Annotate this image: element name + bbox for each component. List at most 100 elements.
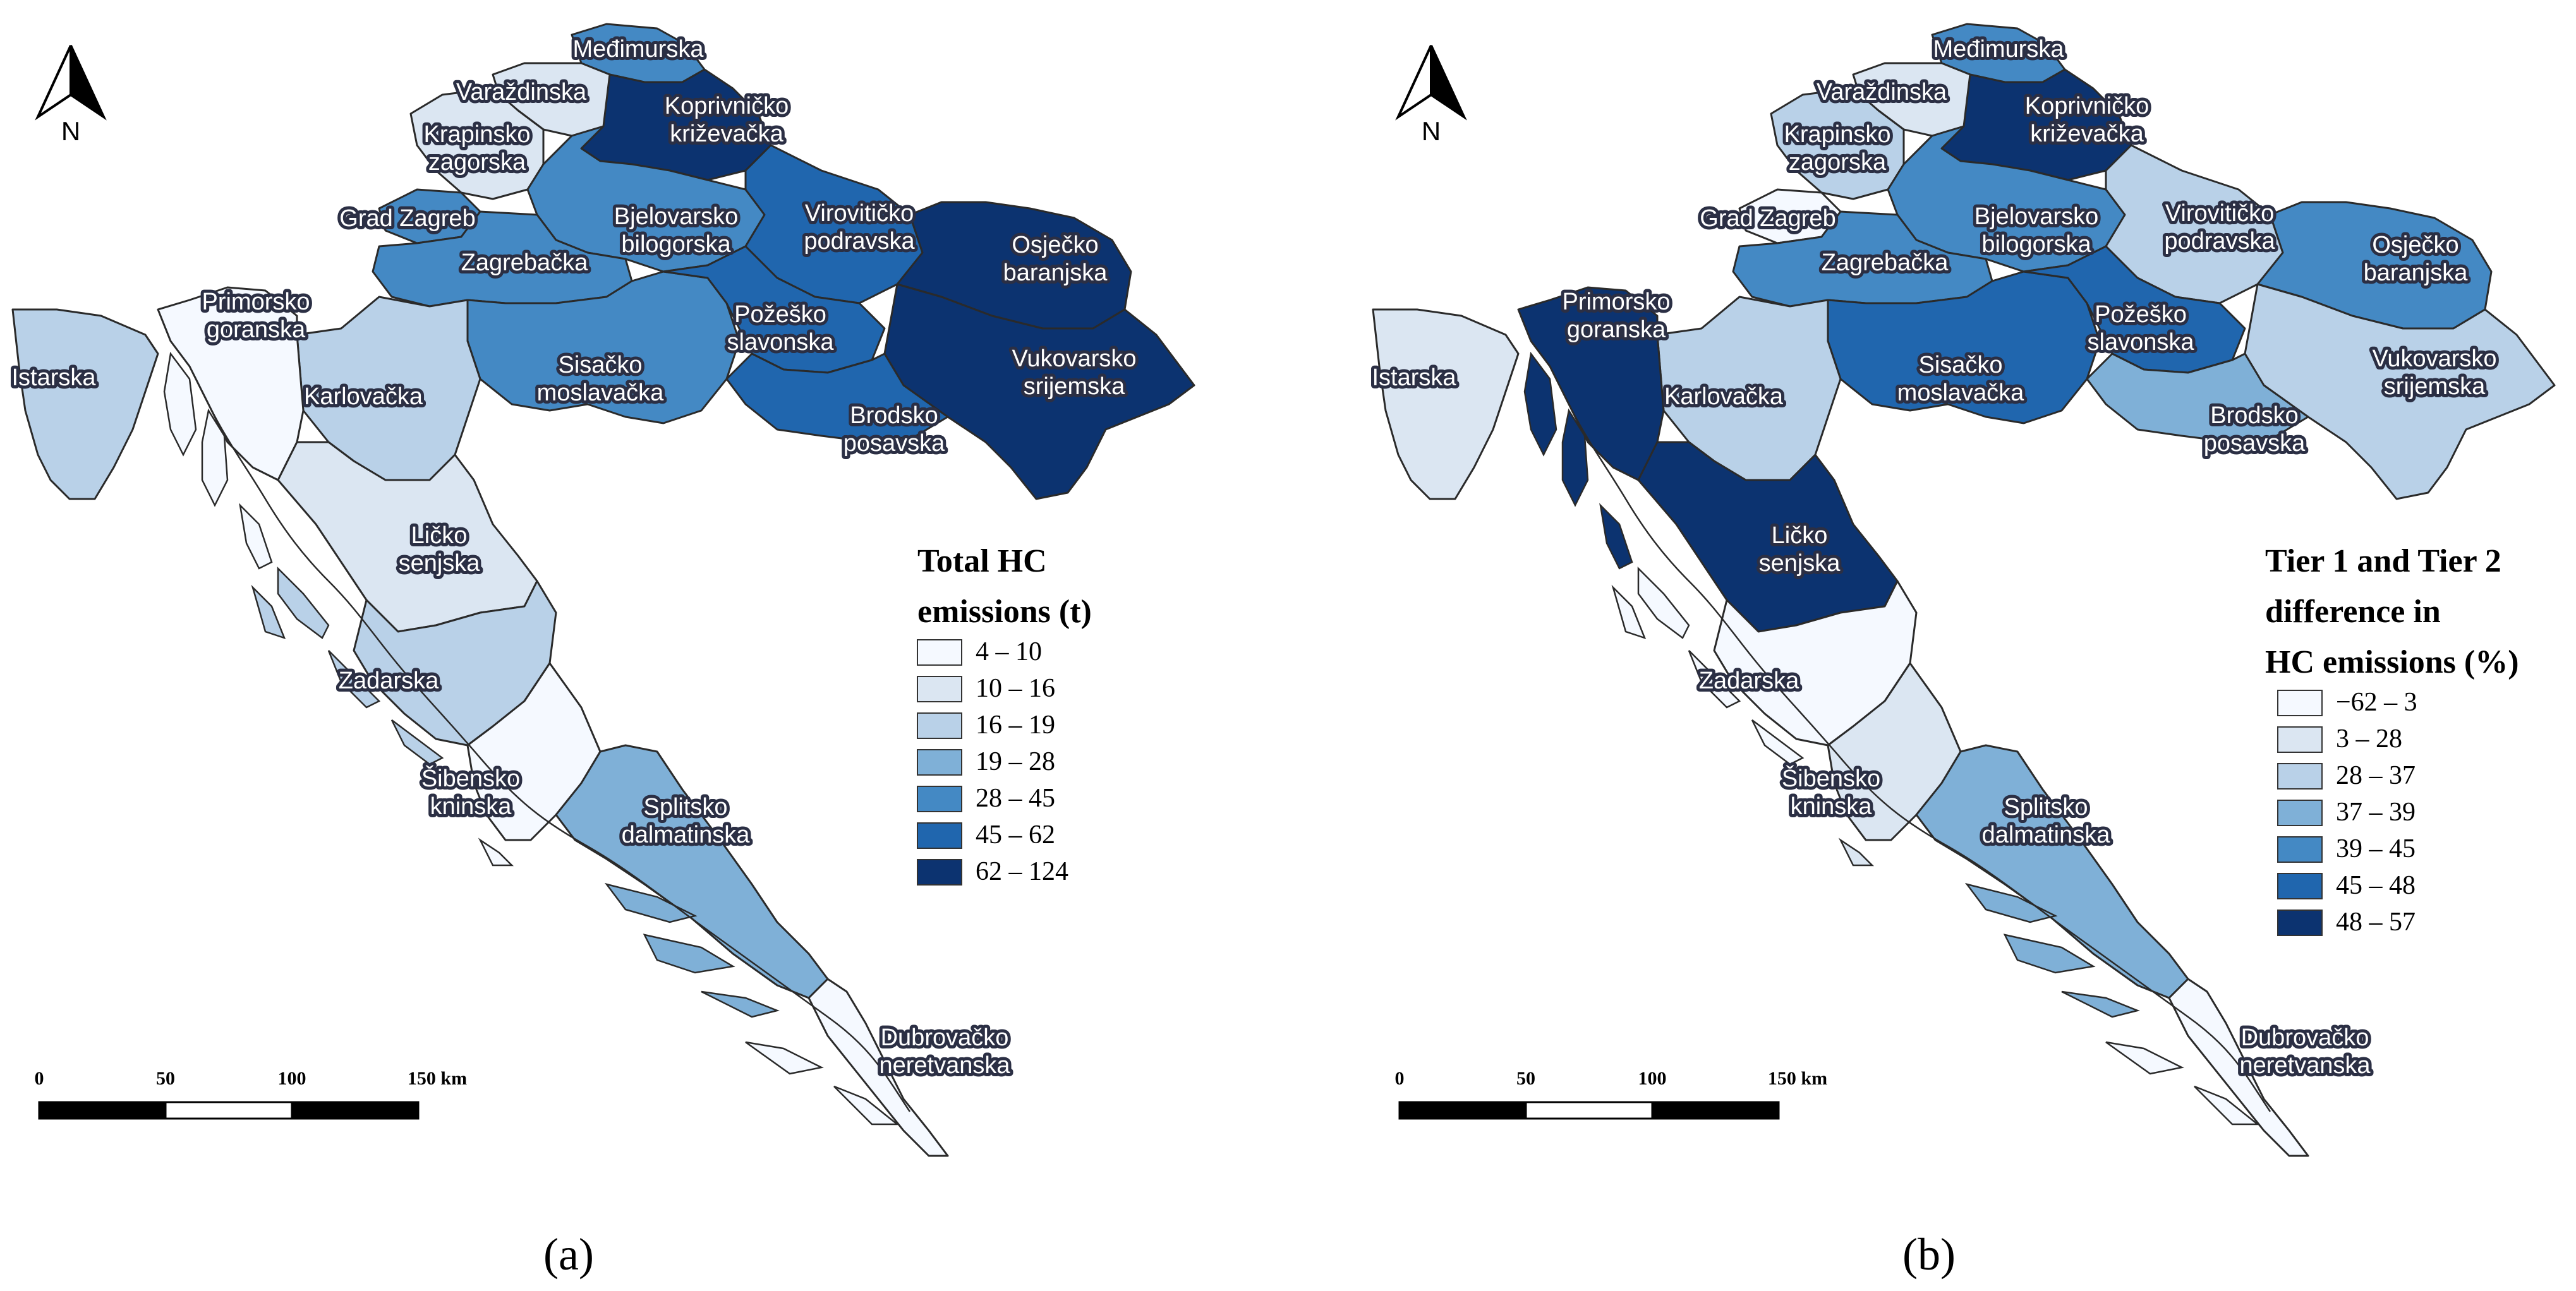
label-sibensko: Šibensko kninska [421, 764, 520, 820]
label-primorsko: Primorsko goranska [1562, 289, 1670, 343]
county-brodsko [725, 352, 949, 443]
county-vukovarsko [2244, 283, 2556, 500]
legend-swatch [917, 676, 962, 702]
label-primorsko: Primorsko goranska [202, 289, 310, 343]
island-shape [643, 934, 735, 974]
panel-caption: (a) [543, 1229, 594, 1280]
island-shape [251, 584, 286, 640]
scale-tick-label: 50 [1516, 1068, 1535, 1089]
label-bjelovarsko: Bjelovarsko bilogorska [614, 203, 738, 258]
island-shape [1964, 882, 2058, 923]
legend-swatch [917, 786, 962, 812]
legend-entry: 16 – 19 [976, 711, 1055, 740]
county-viroviticko [2105, 144, 2284, 304]
label-istarska: Istarska [11, 364, 96, 391]
island-shape [1751, 719, 1805, 766]
label-karlovacka: Karlovačka [304, 383, 423, 410]
label-zagrebacka: Zagrebačka [1822, 249, 1949, 276]
legend-entry: 28 – 45 [976, 784, 1055, 813]
legend-swatch [917, 712, 962, 739]
county-dubrovacko [2168, 978, 2309, 1157]
county-pozesko [2023, 245, 2246, 374]
legend-swatch [917, 822, 962, 849]
scale-bar: 0 50 100 150 km [35, 1068, 467, 1120]
legend-swatch [2277, 690, 2323, 716]
panel-caption: (b) [1902, 1229, 1956, 1280]
legend-entry: 37 – 39 [2336, 798, 2416, 827]
label-brodsko: Brodsko posavska [2204, 402, 2306, 457]
scale-tick-label: 150 km [408, 1068, 467, 1089]
legend-swatch [2277, 873, 2323, 899]
label-medimurska: Međimurska [1933, 36, 2065, 63]
label-bjelovarsko: Bjelovarsko bilogorska [1974, 203, 2098, 258]
label-medimurska: Međimurska [573, 36, 704, 63]
island-shape [390, 719, 444, 766]
island-shape [745, 1041, 824, 1075]
legend-entry: −62 – 3 [2336, 688, 2417, 717]
label-vukovarsko: Vukovarsko srijemska [1012, 345, 1136, 400]
label-krapinsko: Krapinsko zagorska [1784, 121, 1891, 176]
scale-tick-label: 100 [1638, 1068, 1667, 1089]
island-shape [163, 351, 197, 457]
scale-tick-label: 0 [35, 1068, 44, 1089]
scale-tick-label: 50 [156, 1068, 175, 1089]
island-shape [478, 838, 514, 867]
island-shape [327, 650, 381, 709]
island-shape [1561, 408, 1589, 507]
label-splitsko: Splitsko dalmatinska [622, 794, 751, 848]
label-karlovacka: Karlovačka [1664, 383, 1784, 410]
label-licko: Ličko senjska [399, 522, 481, 577]
island-shape [1637, 566, 1690, 639]
legend-entry: 19 – 28 [976, 747, 1055, 776]
island-shape [604, 882, 698, 923]
county-brodsko [2086, 352, 2309, 443]
label-sisacko: Sisačko moslavačka [537, 352, 664, 406]
island-shape [1611, 584, 1647, 640]
label-zadarska: Zadarska [339, 668, 439, 694]
county-istarska [1372, 308, 1520, 500]
county-dubrovacko [807, 978, 949, 1157]
legend-title: Tier 1 and Tier 2 difference in HC emissio… [2265, 543, 2519, 680]
legend-entry: 62 – 124 [976, 857, 1068, 886]
legend-entry: 45 – 48 [2336, 871, 2416, 900]
label-pozesko: Požeško slavonska [727, 301, 835, 356]
legend-entry: 4 – 10 [976, 637, 1042, 666]
label-sisacko: Sisačko moslavačka [1897, 352, 2024, 406]
map-panel-a: Međimurska Varaždinska Krapinsko zagorska Ko… [8, 23, 1195, 1280]
island-shape [2003, 934, 2096, 974]
north-arrow-icon [1395, 45, 1467, 121]
county-istarska [11, 308, 159, 500]
label-zagrebacka: Zagrebačka [461, 249, 589, 276]
island-shape [201, 408, 229, 507]
legend-entry: 10 – 16 [976, 674, 1055, 703]
legend-swatch [917, 859, 962, 886]
label-vukovarsko: Vukovarsko srijemska [2372, 345, 2496, 400]
legend-swatch [2277, 726, 2323, 753]
scale-tick-label: 0 [1395, 1068, 1405, 1089]
label-koprivnicko: Koprivničko križevačka [665, 93, 789, 147]
island-shape [277, 566, 330, 639]
island-shape [239, 503, 273, 570]
legend-swatch [917, 639, 962, 666]
label-pozesko: Požeško slavonska [2088, 301, 2195, 356]
legend-swatch [2277, 836, 2323, 863]
scale-tick-label: 100 [278, 1068, 306, 1089]
label-osjecko: Osječko baranjska [2364, 232, 2469, 286]
label-viroviticko: Virovitičko podravska [804, 200, 915, 255]
legend-entry: 39 – 45 [2336, 834, 2416, 863]
coastline [1568, 404, 2271, 1112]
island-shape [1688, 650, 1741, 709]
label-licko: Ličko senjska [1759, 522, 1841, 577]
label-sibensko: Šibensko kninska [1782, 764, 1880, 820]
map-panel-b: Međimurska Varaždinska Krapinsko zagorska Ko… [1369, 23, 2556, 1280]
legend-entry: 45 – 62 [976, 820, 1055, 850]
island-shape [2061, 990, 2141, 1018]
island-shape [2105, 1041, 2184, 1075]
legend-swatch [2277, 910, 2323, 936]
north-arrow-icon [35, 45, 107, 121]
label-viroviticko: Virovitičko podravska [2164, 200, 2275, 255]
label-dubrovacko: Dubrovačko neretvanska [2239, 1024, 2371, 1079]
label-dubrovacko: Dubrovačko neretvanska [879, 1024, 1010, 1079]
legend-swatch [2277, 763, 2323, 790]
